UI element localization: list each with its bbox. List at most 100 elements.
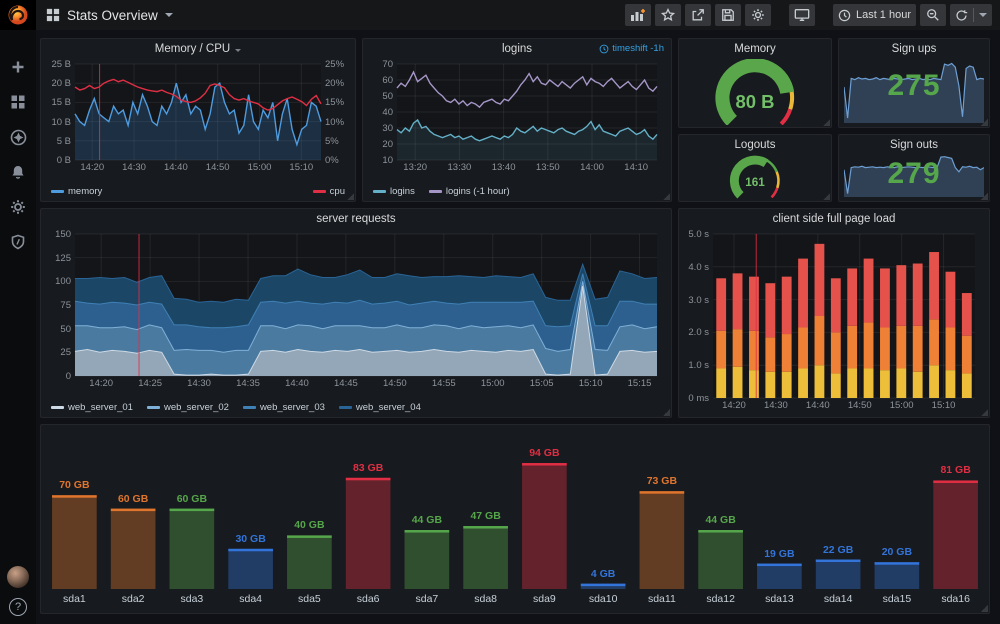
- grafana-logo[interactable]: [0, 0, 36, 30]
- panel-memory-gauge: Memory 80 B: [678, 38, 832, 128]
- panel-server-requests: server requests 0 25 50 75 100 125 150 14:20 14:…: [40, 208, 672, 418]
- panel-title-sign-outs[interactable]: Sign outs: [890, 139, 938, 151]
- legend-item-web-server-01[interactable]: web_server_01: [51, 402, 133, 413]
- time-range-picker[interactable]: Last 1 hour: [832, 4, 916, 26]
- alerting-bell-icon[interactable]: [7, 161, 29, 183]
- panel-title-server-requests[interactable]: server requests: [316, 213, 396, 225]
- panel-resize-handle[interactable]: [981, 409, 988, 416]
- panel-title-logouts[interactable]: Logouts: [734, 139, 776, 151]
- server-requests-chart: 0 25 50 75 100 125 150 14:20 14:25 14:30 14:35 14:4…: [45, 229, 667, 391]
- y-axis-tick: 20: [382, 139, 393, 150]
- dashboards-grid-icon[interactable]: [7, 91, 29, 113]
- x-axis-tick: 15:05: [529, 378, 554, 389]
- save-icon: [722, 9, 734, 21]
- disk-name-label: sda8: [474, 593, 498, 605]
- disk-name-label: sda5: [297, 593, 321, 605]
- gear-icon: [752, 9, 764, 21]
- panel-resize-handle[interactable]: [663, 193, 670, 200]
- panel-page-load: client side full page load 0 ms 1.0 s 2.0 …: [678, 208, 990, 418]
- panel-resize-handle[interactable]: [823, 119, 830, 126]
- star-dashboard-button[interactable]: [654, 4, 681, 26]
- y-axis-tick: 100: [55, 276, 71, 288]
- sidebar-menu: [0, 56, 36, 253]
- dashboard-settings-button[interactable]: [744, 4, 771, 26]
- dashboard-grid-icon: [46, 8, 60, 22]
- x-axis-tick: 13:40: [491, 162, 516, 173]
- disk-value-label: 60 GB: [117, 492, 149, 505]
- y-axis-tick: 30: [382, 123, 393, 134]
- add-panel-button[interactable]: [624, 4, 651, 26]
- cycle-view-mode-button[interactable]: [788, 4, 815, 26]
- panel-resize-handle[interactable]: [981, 193, 988, 200]
- user-avatar[interactable]: [7, 566, 29, 588]
- sidebar-bottom: ?: [0, 566, 36, 616]
- create-plus-icon[interactable]: [7, 56, 29, 78]
- refresh-button[interactable]: [950, 4, 992, 26]
- x-axis-tick: 14:10: [624, 162, 649, 173]
- y-axis-tick: 60: [382, 75, 393, 86]
- disk-value-label: 47 GB: [470, 510, 501, 523]
- disk-name-label: sda9: [532, 593, 556, 605]
- legend-label: logins: [390, 185, 415, 197]
- legend-item-cpu[interactable]: cpu: [312, 186, 345, 197]
- panel-resize-handle[interactable]: [823, 193, 830, 200]
- panel-title-memory[interactable]: Memory: [734, 43, 776, 55]
- legend-color-dash: [338, 405, 352, 409]
- y-axis-tick: 0: [65, 371, 71, 382]
- legend-color-dash: [428, 189, 442, 193]
- disk-value-label: 30 GB: [235, 532, 266, 545]
- x-axis-tick: 14:45: [334, 378, 358, 389]
- x-axis-tick: 14:40: [163, 162, 188, 173]
- legend-item-web-server-03[interactable]: web_server_03: [242, 402, 325, 413]
- panel-resize-handle[interactable]: [663, 409, 670, 416]
- y-axis-tick: 0 B: [56, 155, 71, 166]
- zoom-out-time-button[interactable]: [920, 4, 946, 26]
- disk-value-label: 40 GB: [294, 519, 325, 532]
- disk-value-label: 22 GB: [822, 543, 854, 556]
- y-axis-tick: 20 B: [51, 78, 71, 90]
- disk-name-label: sda11: [647, 593, 676, 605]
- x-axis-tick: 14:40: [285, 378, 309, 389]
- disk-name-label: sda15: [882, 593, 912, 605]
- share-dashboard-button[interactable]: [684, 4, 711, 26]
- x-axis-tick: 14:30: [187, 378, 211, 389]
- sidebar: ?: [0, 0, 36, 624]
- disk-name-label: sda12: [706, 593, 735, 605]
- panel-resize-handle[interactable]: [347, 193, 354, 200]
- panel-resize-handle[interactable]: [981, 119, 988, 126]
- legend-item-logins[interactable]: logins: [373, 186, 415, 197]
- panel-resize-handle[interactable]: [981, 605, 988, 612]
- configuration-gear-icon[interactable]: [7, 196, 29, 218]
- disks-bar-chart: 70 GB sda1 60 GB sda2 60 GB sda3 30 GB sda4 40 G…: [45, 431, 985, 609]
- legend-item-memory[interactable]: memory: [51, 186, 102, 197]
- panel-memory-cpu: Memory / CPU 0 B 0% 5 B 5% 10 B 10% 15 B 15% 20 …: [40, 38, 356, 202]
- star-icon: [660, 8, 675, 22]
- panel-title-memory-cpu[interactable]: Memory / CPU: [41, 39, 355, 59]
- disk-name-label: sda10: [588, 593, 618, 605]
- dashboard-title-button[interactable]: Stats Overview: [46, 8, 173, 23]
- legend-label: web_server_01: [68, 401, 133, 413]
- disk-name-label: sda4: [239, 593, 263, 605]
- explore-compass-icon[interactable]: [7, 126, 29, 148]
- timeshift-badge[interactable]: timeshift -1h: [599, 43, 664, 54]
- legend-item-logins-1-hour-[interactable]: logins (-1 hour): [428, 186, 510, 197]
- x-axis-tick: 14:30: [122, 162, 146, 173]
- admin-shield-icon[interactable]: [7, 231, 29, 253]
- legend-label: web_server_02: [163, 401, 229, 413]
- legend-item-web-server-02[interactable]: web_server_02: [146, 401, 229, 413]
- x-axis-tick: 13:50: [535, 162, 560, 173]
- y-axis-tick: 50: [60, 323, 71, 335]
- panel-title-sign-ups[interactable]: Sign ups: [891, 43, 937, 55]
- legend-item-web-server-04[interactable]: web_server_04: [338, 402, 421, 413]
- help-icon[interactable]: ?: [9, 598, 27, 616]
- panel-title-page-load[interactable]: client side full page load: [772, 213, 896, 225]
- refresh-interval-caret-icon[interactable]: [979, 13, 987, 17]
- y-axis-tick: 150: [55, 229, 71, 240]
- panel-title-logins[interactable]: logins: [501, 43, 533, 55]
- x-axis-tick: 14:50: [205, 162, 230, 173]
- x-axis-tick: 15:10: [931, 400, 956, 411]
- disk-name-label: sda2: [121, 593, 145, 605]
- memory-cpu-chart: 0 B 0% 5 B 5% 10 B 10% 15 B 15% 20 B 20% 25 B 25% 14…: [45, 59, 351, 175]
- save-dashboard-button[interactable]: [714, 4, 741, 26]
- server-requests-legend: web_server_01 web_server_02 web_server_03 w…: [51, 400, 661, 414]
